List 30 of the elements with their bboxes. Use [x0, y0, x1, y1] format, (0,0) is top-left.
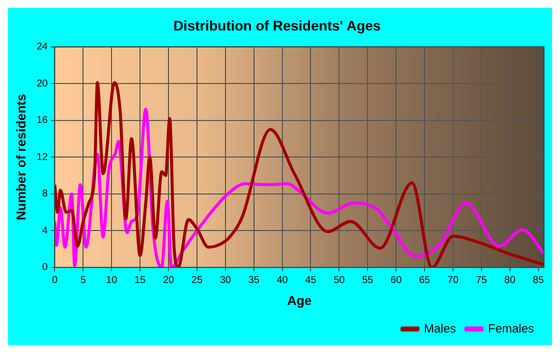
- x-tick-label: 80: [504, 275, 516, 286]
- y-axis-title: Number of residents: [13, 94, 28, 220]
- x-tick-label: 15: [134, 275, 146, 286]
- x-tick-label: 75: [476, 275, 488, 286]
- x-tick-label: 85: [532, 275, 544, 286]
- x-tick-label: 40: [276, 275, 288, 286]
- x-tick-label: 70: [447, 275, 459, 286]
- x-tick-label: 25: [191, 275, 203, 286]
- x-tick-label: 10: [106, 275, 118, 286]
- x-tick-label: 50: [334, 275, 346, 286]
- x-tick-label: 45: [305, 275, 317, 286]
- x-axis-title: Age: [287, 292, 312, 308]
- y-tick-label: 4: [42, 225, 48, 236]
- y-tick-label: 20: [36, 78, 48, 90]
- x-tick-label: 30: [220, 275, 232, 286]
- chart-title: Distribution of Residents' Ages: [173, 17, 381, 34]
- x-tick-label: 5: [80, 275, 86, 286]
- y-tick-label: 8: [42, 188, 48, 200]
- y-tick-label: 24: [36, 42, 48, 53]
- legend-label: Males: [424, 321, 456, 336]
- x-tick-label: 60: [390, 275, 402, 286]
- y-tick-label: 0: [42, 262, 48, 274]
- x-tick-label: 35: [248, 275, 260, 286]
- x-tick-label: 0: [52, 275, 58, 286]
- y-tick-label: 12: [36, 152, 48, 163]
- y-tick-label: 16: [36, 115, 48, 126]
- x-tick-label: 20: [162, 275, 175, 286]
- x-tick-label: 55: [362, 275, 374, 286]
- x-tick-label: 65: [418, 275, 431, 286]
- legend-label: Females: [488, 321, 534, 336]
